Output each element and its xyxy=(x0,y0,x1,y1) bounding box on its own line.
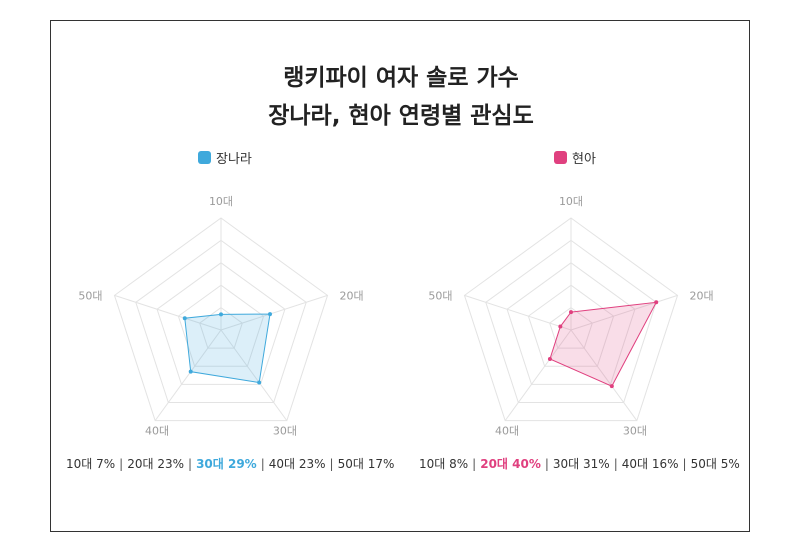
radar-axis-label: 30대 xyxy=(273,425,297,438)
chart-title-line-1: 랭키파이 여자 솔로 가수 xyxy=(283,65,519,91)
radar-data-point xyxy=(547,356,552,361)
radar-axis-label: 50대 xyxy=(78,289,102,302)
radar-spoke xyxy=(570,294,678,331)
stats-separator: | xyxy=(119,457,124,471)
radar-series-area-hyuna xyxy=(549,301,658,387)
radar-spoke xyxy=(570,329,638,421)
radar-spoke xyxy=(504,329,572,421)
legend-label-hyuna: 현아 xyxy=(572,151,596,167)
radar-grid-ring xyxy=(199,306,243,349)
radar-axis-label: 50대 xyxy=(428,289,452,302)
radar-grid-ring xyxy=(485,239,657,403)
stats-item: 30대 29% xyxy=(196,457,257,471)
stats-row-hyuna: 10대 8% | 20대 40% | 30대 31% | 40대 16% | 50대 5% xyxy=(419,455,740,472)
legend-label-jangnara: 장나라 xyxy=(216,151,252,167)
chart-title-line-2: 장나라, 현아 연령별 관심도 xyxy=(268,103,534,129)
radar-axis-label: 20대 xyxy=(690,289,714,302)
radar-data-point xyxy=(182,316,187,321)
radar-series-area-jangnara xyxy=(184,313,271,384)
radar-data-point xyxy=(267,312,272,317)
radar-data-point xyxy=(257,380,262,385)
chart-frame: 랭키파이 여자 솔로 가수 장나라, 현아 연령별 관심도 xyxy=(50,20,750,532)
stats-separator: | xyxy=(544,457,549,471)
radar-grid-ring xyxy=(113,217,329,422)
stats-row-jangnara: 10대 7% | 20대 23% | 30대 29% | 40대 23% | 50대 17% xyxy=(66,455,394,472)
stats-separator: | xyxy=(682,457,687,471)
stats-separator: | xyxy=(188,457,193,471)
chart-title: 랭키파이 여자 솔로 가수 장나라, 현아 연령별 관심도 xyxy=(51,59,751,135)
radar-spoke xyxy=(220,329,288,421)
radar-spoke xyxy=(464,294,572,331)
radar-axis-label: 30대 xyxy=(623,425,647,438)
stats-separator: | xyxy=(472,457,477,471)
radar-grid-ring xyxy=(549,306,593,349)
legend-jangnara: 장나라 xyxy=(198,147,252,167)
legend-swatch-hyuna xyxy=(554,150,567,164)
stats-item: 50대 17% xyxy=(337,457,395,471)
radar-data-point xyxy=(569,310,573,315)
radar-data-point xyxy=(219,312,223,317)
radar-grid-ring xyxy=(463,217,679,422)
radar-axis-label: 40대 xyxy=(145,425,169,438)
radar-data-point xyxy=(188,369,193,374)
radar-data-point xyxy=(654,300,659,305)
stats-separator: | xyxy=(260,457,265,471)
legend-hyuna: 현아 xyxy=(554,147,596,167)
radar-axis-label: 10대 xyxy=(559,195,583,208)
stats-item: 30대 31% xyxy=(552,457,610,471)
radar-data-point xyxy=(558,324,563,329)
stats-item: 20대 23% xyxy=(127,457,185,471)
stats-item: 10대 7% xyxy=(66,457,116,471)
stats-item: 10대 8% xyxy=(419,457,469,471)
radar-spoke xyxy=(154,329,222,421)
radar-data-point xyxy=(609,384,614,389)
stats-item: 50대 5% xyxy=(690,457,740,471)
radar-grid-ring xyxy=(177,284,265,367)
stats-separator: | xyxy=(613,457,618,471)
radar-grid-ring xyxy=(527,284,615,367)
stats-separator: | xyxy=(329,457,334,471)
stats-item: 40대 23% xyxy=(268,457,326,471)
radar-spoke xyxy=(220,294,328,331)
radar-axis-label: 20대 xyxy=(340,289,364,302)
stats-item: 20대 40% xyxy=(480,457,541,471)
radar-spoke xyxy=(114,294,222,331)
radar-axis-label: 40대 xyxy=(495,425,519,438)
legend-swatch-jangnara xyxy=(198,150,211,164)
radar-axis-label: 10대 xyxy=(209,195,233,208)
radar-grid-ring xyxy=(506,262,636,385)
radar-grid-ring xyxy=(135,239,307,403)
stats-item: 40대 16% xyxy=(621,457,679,471)
radar-grid-ring xyxy=(156,262,286,385)
